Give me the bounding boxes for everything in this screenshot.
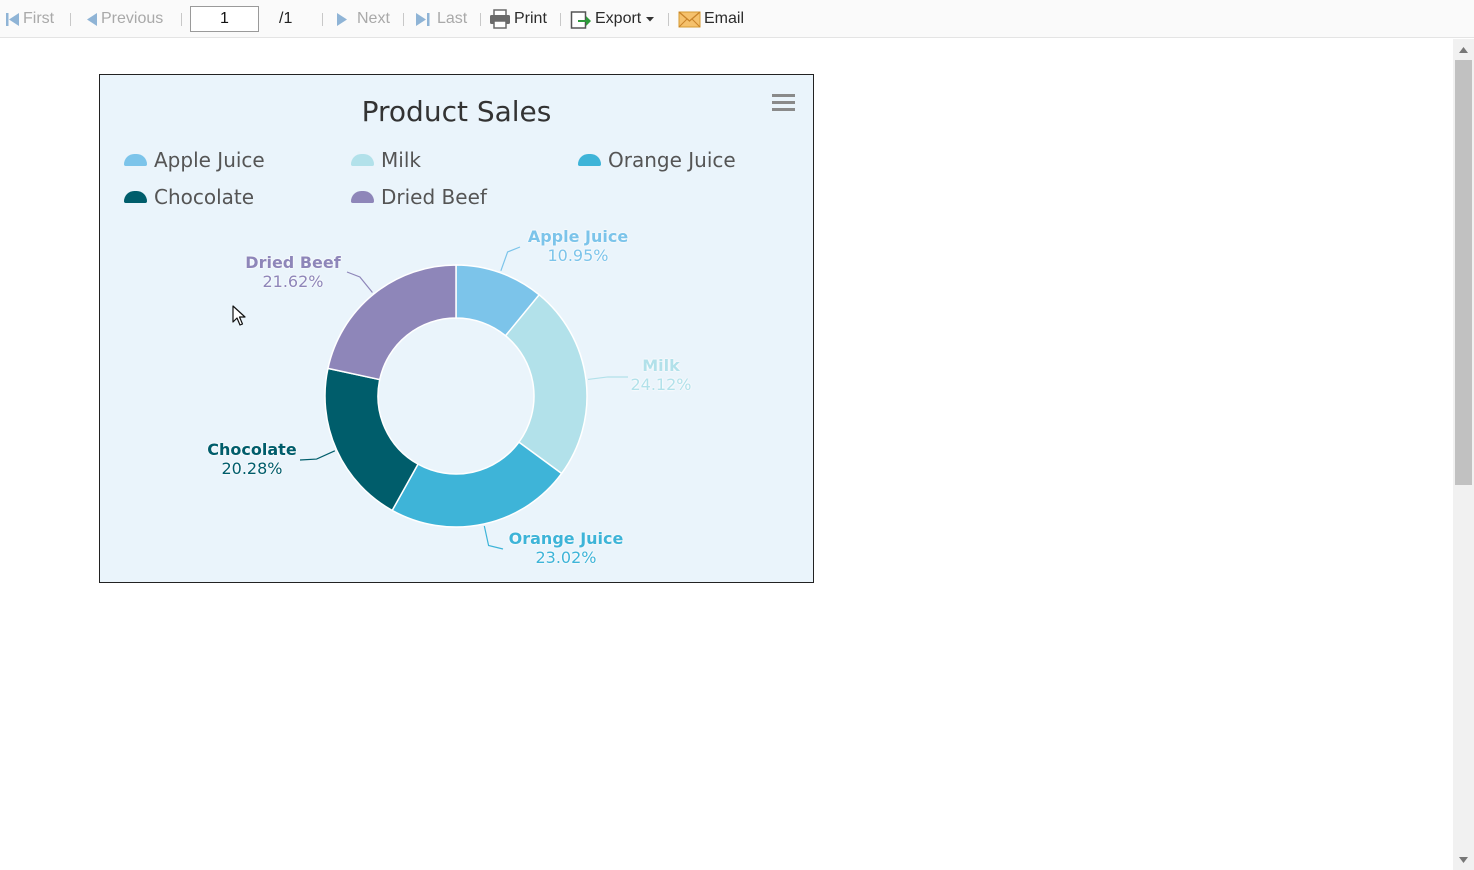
toolbar-divider (322, 13, 323, 26)
scroll-up-icon[interactable] (1453, 41, 1474, 58)
scroll-down-icon[interactable] (1453, 851, 1474, 868)
data-label-percent: 24.12% (630, 375, 692, 394)
legend-item-apple-juice[interactable]: Apple Juice (124, 147, 265, 173)
connector-chocolate (299, 450, 336, 461)
data-label-name: Chocolate (207, 440, 297, 459)
email-button[interactable]: Email (678, 0, 744, 38)
legend-label: Apple Juice (154, 148, 265, 172)
legend-swatch-icon (351, 154, 374, 166)
toolbar-divider (181, 13, 182, 26)
print-label: Print (514, 10, 547, 27)
export-icon (570, 11, 591, 29)
data-label-percent: 10.95% (547, 246, 609, 265)
envelope-icon (678, 11, 701, 27)
email-label: Email (704, 10, 745, 27)
dropdown-caret-icon (646, 17, 655, 22)
chart-title: Product Sales (361, 95, 552, 128)
first-page-button[interactable]: First (5, 0, 54, 38)
export-button[interactable]: Export (570, 0, 658, 38)
data-label-apple-juice: Apple Juice 10.95% (508, 227, 648, 265)
data-label-percent: 23.02% (535, 548, 597, 567)
data-label-orange-juice: Orange Juice 23.02% (496, 529, 636, 567)
data-label-name: Apple Juice (527, 227, 629, 246)
data-label-name: Dried Beef (245, 253, 341, 272)
connector-dried-beef (346, 271, 373, 293)
first-page-label: First (23, 10, 55, 27)
data-label-percent: 20.28% (221, 459, 283, 478)
connector-orange-juice (483, 525, 504, 550)
toolbar-divider (480, 13, 481, 26)
page-number-input[interactable] (190, 6, 259, 32)
slice-chocolate[interactable] (324, 367, 420, 512)
export-label: Export (595, 10, 642, 27)
data-label-name: Milk (642, 356, 680, 375)
legend-item-chocolate[interactable]: Chocolate (124, 184, 254, 210)
toolbar-divider (668, 13, 669, 26)
legend-item-orange-juice[interactable]: Orange Juice (578, 147, 736, 173)
previous-page-button[interactable]: Previous (86, 0, 163, 38)
scrollbar-thumb[interactable] (1455, 60, 1472, 485)
data-label-percent: 21.62% (262, 272, 324, 291)
legend-label: Dried Beef (381, 185, 487, 209)
legend-item-milk[interactable]: Milk (351, 147, 421, 173)
page-total-text: /1 (279, 10, 293, 27)
mouse-cursor-icon (232, 305, 246, 326)
last-page-button[interactable]: Last (415, 0, 467, 38)
previous-page-icon (87, 12, 97, 26)
report-viewer-toolbar: First Previous /1 Next Last Print (0, 0, 1474, 38)
data-label-name: Orange Juice (508, 529, 624, 548)
legend-swatch-icon (578, 154, 601, 166)
data-label-chocolate: Chocolate 20.28% (182, 440, 322, 478)
connector-milk (587, 376, 629, 381)
slice-dried-beef[interactable] (327, 264, 457, 381)
hamburger-menu-icon[interactable] (772, 93, 796, 113)
product-sales-chart: Product Sales Apple Juice Milk Orange Juic… (99, 74, 814, 583)
connector-apple-juice (500, 246, 521, 271)
toolbar-divider (560, 13, 561, 26)
data-label-milk: Milk 24.12% (591, 356, 731, 394)
next-page-button[interactable]: Next (336, 0, 390, 38)
next-page-icon (337, 12, 347, 26)
legend-swatch-icon (124, 191, 147, 203)
slice-orange-juice[interactable] (391, 441, 563, 528)
last-page-icon (416, 12, 430, 26)
legend-label: Orange Juice (608, 148, 736, 172)
data-label-dried-beef: Dried Beef 21.62% (223, 253, 363, 291)
toolbar-divider (403, 13, 404, 26)
next-page-label: Next (357, 10, 390, 27)
toolbar-divider (70, 13, 71, 26)
first-page-icon (6, 12, 19, 26)
legend-label: Milk (381, 148, 421, 172)
donut-chart-canvas (299, 246, 629, 550)
printer-icon (490, 9, 510, 29)
previous-page-label: Previous (101, 10, 164, 27)
legend-swatch-icon (124, 154, 147, 166)
last-page-label: Last (437, 10, 468, 27)
legend-item-dried-beef[interactable]: Dried Beef (351, 184, 487, 210)
print-button[interactable]: Print (489, 0, 547, 38)
legend-swatch-icon (351, 191, 374, 203)
vertical-scrollbar[interactable] (1453, 39, 1474, 870)
legend-label: Chocolate (154, 185, 255, 209)
